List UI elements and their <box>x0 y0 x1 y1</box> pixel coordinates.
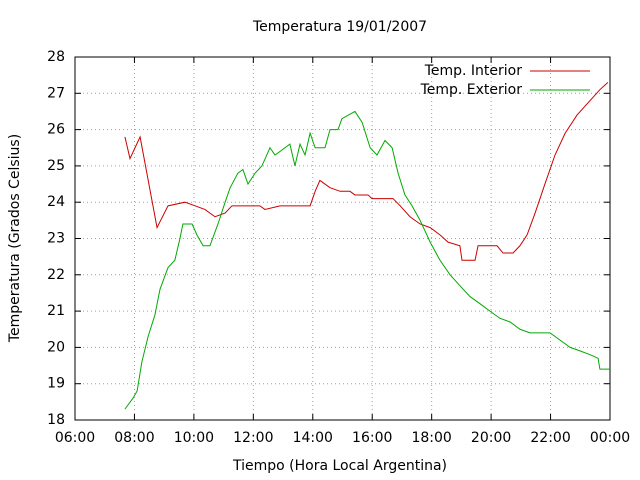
x-tick-label: 12:00 <box>233 430 273 446</box>
x-tick-label: 20:00 <box>471 430 511 446</box>
y-tick-label: 26 <box>47 122 65 138</box>
x-tick-label: 06:00 <box>55 430 95 446</box>
x-tick-label: 16:00 <box>352 430 392 446</box>
y-tick-label: 19 <box>47 376 65 392</box>
x-tick-label: 10:00 <box>174 430 214 446</box>
chart-title: Temperatura 19/01/2007 <box>252 19 427 35</box>
y-tick-label: 27 <box>47 85 65 101</box>
x-tick-label: 08:00 <box>114 430 154 446</box>
x-tick-label: 22:00 <box>530 430 570 446</box>
series-line <box>124 110 610 410</box>
series-line <box>124 82 609 261</box>
y-tick-label: 20 <box>47 339 65 355</box>
y-tick-label: 25 <box>47 158 65 174</box>
y-tick-label: 23 <box>47 231 65 247</box>
x-tick-label: 18:00 <box>411 430 451 446</box>
y-tick-label: 24 <box>47 194 65 210</box>
legend-label: Temp. Interior <box>424 63 523 79</box>
y-tick-label: 28 <box>47 49 65 65</box>
y-tick-label: 18 <box>47 412 65 428</box>
y-axis-label: Temperatura (Grados Celsius) <box>7 134 23 343</box>
plot-frame <box>74 56 611 421</box>
x-axis-label: Tiempo (Hora Local Argentina) <box>232 458 447 474</box>
x-tick-label: 14:00 <box>293 430 333 446</box>
y-tick-label: 21 <box>47 303 65 319</box>
y-tick-label: 22 <box>47 267 65 283</box>
x-tick-label: 00:00 <box>590 430 630 446</box>
legend-label: Temp. Exterior <box>420 82 523 98</box>
